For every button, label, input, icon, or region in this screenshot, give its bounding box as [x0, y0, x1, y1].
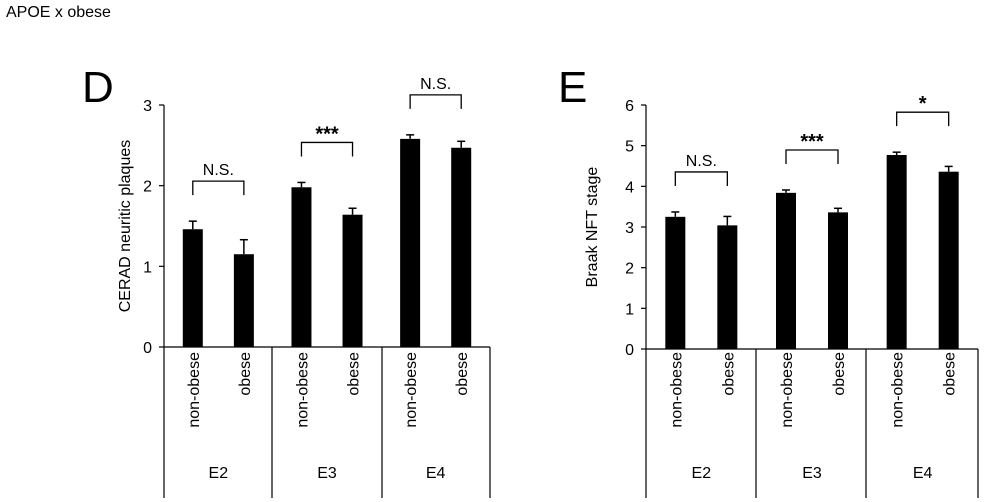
y-tick-label: 2: [625, 261, 634, 278]
bar: [828, 212, 849, 349]
significance-bracket: [409, 94, 462, 109]
bar: [665, 216, 686, 349]
category-label: non-obese: [294, 352, 311, 428]
bar: [400, 138, 421, 347]
y-tick-label: 1: [143, 259, 152, 276]
y-tick-label: 5: [625, 139, 634, 156]
y-tick-label: 3: [625, 220, 634, 237]
group-label: E4: [426, 465, 446, 482]
category-label: obese: [237, 352, 254, 396]
significance-label: ***: [800, 131, 824, 153]
significance-label: N.S.: [686, 153, 717, 170]
significance-label: *: [919, 93, 927, 115]
y-axis-label: CERAD neuritic plaques: [117, 140, 134, 313]
bar: [182, 229, 203, 347]
y-tick-label: 3: [143, 98, 152, 115]
y-tick-label: 4: [625, 179, 634, 196]
group-label: E3: [802, 465, 822, 482]
y-tick-label: 1: [625, 301, 634, 318]
category-label: obese: [346, 352, 363, 396]
significance-bracket: [674, 171, 728, 186]
significance-label: N.S.: [203, 162, 234, 179]
significance-bracket: [896, 111, 950, 127]
category-label: non-obese: [779, 352, 796, 428]
group-label: E4: [913, 465, 933, 482]
bar: [291, 187, 312, 347]
significance-bracket: [785, 149, 839, 164]
bar: [886, 155, 907, 349]
bar: [938, 171, 959, 349]
significance-bracket: [192, 180, 245, 196]
y-axis-label: Braak NFT stage: [584, 167, 601, 288]
bar: [233, 254, 254, 347]
category-label: obese: [720, 352, 737, 396]
y-tick-label: 0: [625, 342, 634, 359]
bar: [717, 225, 738, 349]
category-label: obese: [831, 352, 848, 396]
category-label: non-obese: [403, 352, 420, 428]
group-label: E2: [209, 465, 229, 482]
category-label: obese: [454, 352, 471, 396]
bar: [342, 214, 363, 347]
bar: [775, 192, 796, 349]
y-tick-label: 6: [625, 98, 634, 115]
category-label: non-obese: [186, 352, 203, 428]
category-label: obese: [942, 352, 959, 396]
group-label: E2: [692, 465, 712, 482]
group-label: E3: [317, 465, 337, 482]
y-tick-label: 2: [143, 179, 152, 196]
category-label: non-obese: [668, 352, 685, 428]
significance-label: ***: [315, 123, 339, 145]
panel-label: D: [82, 63, 114, 112]
bar: [451, 147, 472, 347]
panel-label: E: [558, 63, 587, 112]
category-label: non-obese: [890, 352, 907, 428]
significance-bracket: [300, 141, 354, 157]
significance-label: N.S.: [420, 76, 451, 93]
page-title: APOE x obese: [6, 4, 111, 21]
y-tick-label: 0: [143, 340, 152, 357]
